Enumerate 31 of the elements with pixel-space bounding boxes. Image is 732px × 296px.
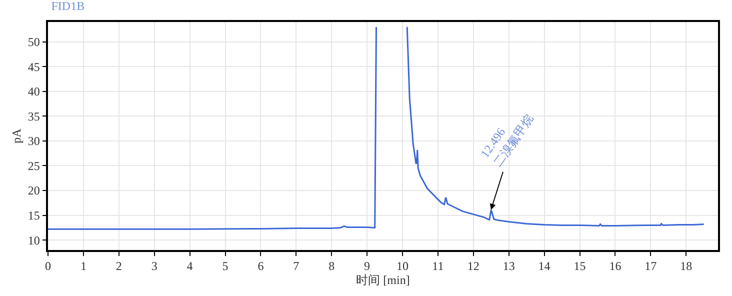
x-tick-label: 1 [80,259,86,274]
x-tick-label: 11 [432,259,444,274]
y-tick-label: 50 [28,35,40,50]
y-tick-label: 35 [28,109,40,124]
x-tick-label: 7 [293,259,300,274]
x-tick-label: 13 [502,259,515,274]
x-tick-label: 8 [328,259,335,274]
x-tick-label: 0 [45,259,51,274]
chart-title: FID1B [51,0,85,13]
y-tick-label: 10 [28,233,40,248]
y-tick-label: 40 [28,84,40,99]
x-tick-label: 10 [396,259,408,274]
x-tick-label: 9 [364,259,370,274]
x-tick-label: 2 [116,259,122,274]
x-tick-label: 16 [609,259,622,274]
y-tick-label: 30 [28,134,40,148]
x-tick-label: 5 [222,259,228,274]
x-tick-label: 6 [258,259,264,274]
y-tick-label: 15 [28,208,40,222]
y-tick-label: 25 [28,158,40,173]
x-tick-label: 18 [680,259,692,274]
x-tick-label: 14 [538,259,550,274]
y-tick-label: 45 [28,60,40,74]
x-axis-title: 时间 [min] [356,273,410,288]
y-axis-title: pA [10,128,24,144]
x-tick-label: 17 [644,259,657,274]
x-tick-label: 12 [467,259,480,274]
x-tick-label: 4 [186,259,193,274]
y-tick-label: 20 [28,184,40,198]
x-tick-label: 3 [151,259,158,274]
x-tick-label: 15 [574,259,586,274]
